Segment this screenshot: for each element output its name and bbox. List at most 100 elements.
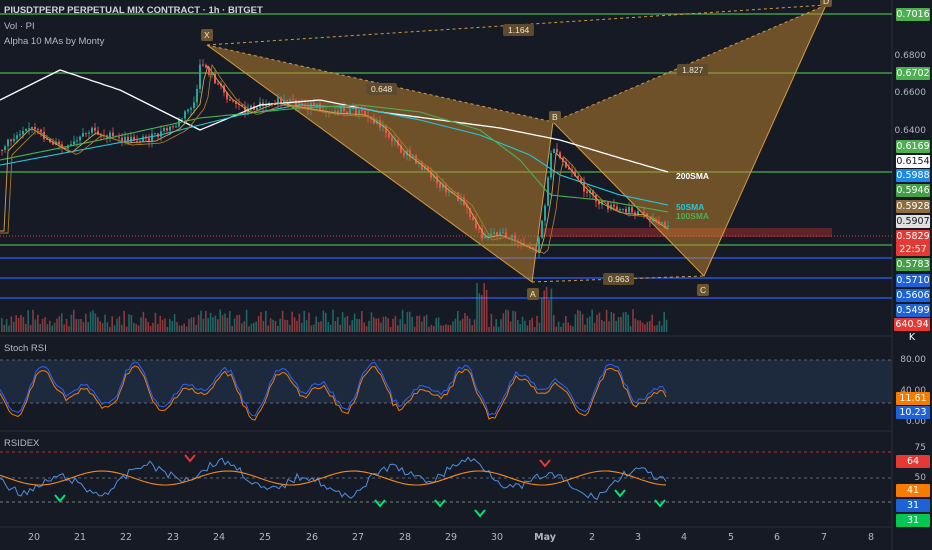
volume-bar: [152, 322, 154, 332]
volume-bar: [195, 324, 197, 332]
candle-body: [127, 136, 129, 142]
volume-bar: [202, 318, 205, 332]
volume-bar: [644, 324, 646, 332]
volume-bar: [637, 320, 639, 332]
volume-bar: [265, 310, 267, 332]
candle-body: [400, 145, 402, 153]
candle-body: [160, 131, 162, 137]
candle-body: [601, 200, 603, 205]
candle-body: [196, 88, 198, 103]
candle-body: [643, 211, 645, 214]
candle-body: [112, 132, 114, 137]
candle-body: [304, 105, 306, 107]
candle-body: [334, 110, 336, 113]
candle-body: [568, 167, 570, 170]
candle-body: [586, 191, 588, 193]
x-axis-tick: 27: [351, 532, 365, 543]
volume-bar: [483, 283, 485, 332]
volume-bar: [56, 318, 58, 332]
price-badge: 0.5928: [896, 200, 930, 213]
volume-bar: [608, 321, 610, 332]
stoch-k-badge: 11.61: [896, 392, 930, 405]
volume-bar: [423, 316, 425, 332]
volume-bar: [82, 322, 85, 332]
candle-body: [355, 107, 357, 116]
candle-body: [88, 132, 90, 134]
volume-bar: [421, 321, 423, 332]
volume-bar: [94, 313, 97, 332]
candle-body: [13, 138, 15, 142]
volume-bar: [545, 286, 548, 332]
candle-body: [469, 207, 471, 218]
candle-body: [133, 136, 135, 141]
volume-bar: [370, 312, 373, 332]
volume-bar: [485, 289, 488, 332]
volume-bar: [171, 320, 173, 332]
volume-indicator-label[interactable]: Vol · PI: [4, 21, 35, 32]
sma100-label: 100SMA: [676, 211, 710, 221]
candle-body: [346, 111, 348, 114]
volume-bar: [291, 311, 293, 332]
candle-body: [349, 108, 351, 114]
candle-body: [211, 73, 213, 75]
candle-body: [97, 130, 99, 135]
price-tick: 0.6400: [894, 126, 927, 136]
candle-body: [181, 118, 183, 120]
volume-bar: [327, 322, 329, 332]
candle-body: [487, 235, 489, 237]
price-badge: 0.6154: [896, 155, 930, 168]
candle-body: [664, 221, 666, 228]
volume-bar: [565, 316, 567, 332]
volume-bar: [377, 318, 380, 332]
stoch-rsi-label[interactable]: Stoch RSI: [4, 343, 47, 354]
rsidex-highlight: [474, 509, 486, 518]
volume-bar: [406, 311, 409, 332]
candle-body: [25, 128, 27, 131]
volume-bar: [658, 321, 661, 332]
volume-bar: [118, 316, 121, 332]
volume-bar: [322, 310, 325, 332]
volume-bar: [37, 314, 39, 332]
candle-body: [553, 149, 555, 153]
candle-body: [550, 152, 552, 178]
x-axis-tick: 2: [588, 532, 596, 543]
volume-bar: [584, 324, 586, 332]
sma200-label: 200SMA: [676, 171, 710, 181]
volume-bar: [524, 320, 526, 332]
volume-bar: [610, 312, 613, 332]
rsidex-label[interactable]: RSIDEX: [4, 438, 40, 449]
volume-bar: [495, 319, 497, 332]
symbol-title[interactable]: PIUSDTPERP PERPETUAL MIX CONTRACT · 1h ·…: [4, 5, 263, 16]
volume-bar: [574, 314, 577, 332]
candle-body: [583, 182, 585, 192]
candle-body: [136, 140, 138, 142]
candle-body: [310, 102, 312, 110]
volume-bar: [305, 320, 308, 332]
candle-body: [244, 106, 246, 113]
candle-body: [274, 104, 276, 106]
price-badge: 0.5783: [896, 258, 930, 271]
volume-badge: 640.94 K: [894, 318, 930, 343]
price-badge: 0.5988: [896, 169, 930, 182]
candle-body: [625, 208, 627, 213]
candle-body: [202, 64, 204, 66]
volume-bar: [373, 317, 375, 332]
volume-bar: [233, 318, 236, 332]
candle-body: [4, 146, 6, 151]
candle-body: [502, 232, 504, 234]
rsidex-highlight: [434, 499, 446, 508]
candle-body: [292, 99, 294, 101]
pattern-point-b: B: [549, 111, 561, 123]
volume-bar: [394, 315, 397, 332]
ma-indicator-label[interactable]: Alpha 10 MAs by Monty: [4, 36, 105, 47]
volume-bar: [25, 323, 27, 332]
candle-body: [361, 109, 363, 111]
volume-bar: [97, 317, 99, 332]
volume-bar: [497, 326, 500, 332]
candle-body: [58, 141, 60, 145]
volume-bar: [569, 325, 572, 332]
candle-body: [652, 218, 654, 222]
x-axis-tick: 28: [398, 532, 412, 543]
price-badge: 0.5829: [896, 230, 930, 243]
